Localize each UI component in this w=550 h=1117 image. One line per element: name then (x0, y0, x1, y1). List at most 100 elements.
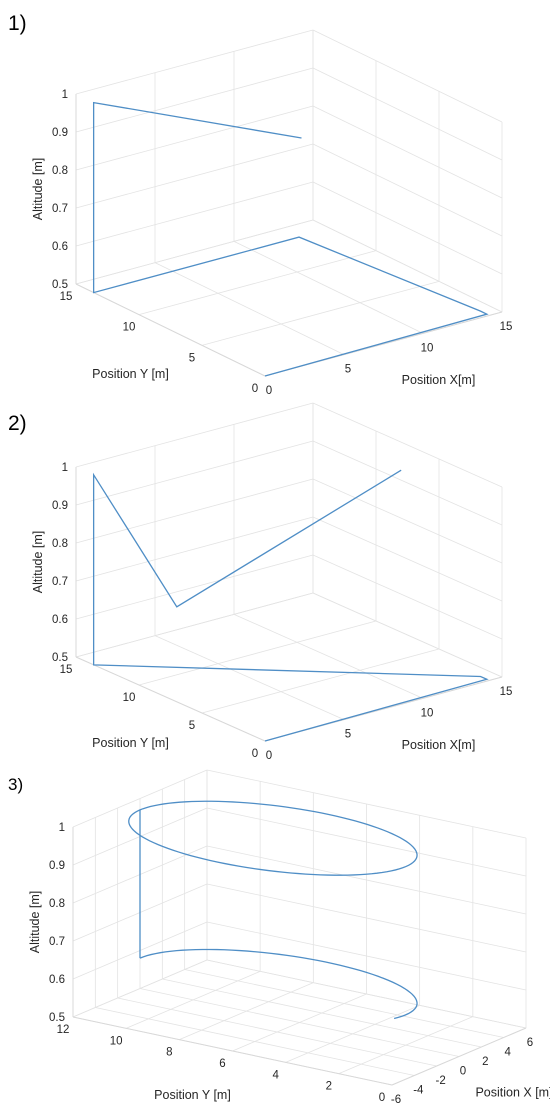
trajectory-circle (128, 800, 418, 876)
z-tick-label: 0.9 (52, 500, 68, 512)
side-wall-gridline (312, 181, 503, 275)
side-wall-gridline (312, 554, 503, 640)
chart-panel-3: 3) -6 -4 -2 0 2 4 6 0 2 4 6 8 10 120.5 0.6 0.7 0.8 0.9 1 Pos… (8, 769, 550, 1106)
back-wall-gridline (75, 554, 314, 620)
side-wall-gridline (312, 402, 503, 488)
floor-gridline (201, 648, 440, 714)
z-tick-label: 0.5 (49, 1012, 65, 1024)
floor-gridline (201, 280, 440, 346)
y-tick-label: 5 (189, 352, 195, 364)
y-axis-label: Position Y [m] (154, 1088, 231, 1102)
side-wall-gridline (206, 807, 527, 877)
floor-gridline (138, 620, 377, 686)
back-wall-gridline (75, 592, 314, 658)
y-tick-label: 6 (219, 1058, 225, 1070)
x-axis-label: Position X[m] (402, 373, 476, 387)
z-axis-label: Altitude [m] (31, 531, 45, 594)
floor-gridline (179, 982, 314, 1041)
floor-gridline (154, 262, 345, 356)
z-tick-label: 0.5 (52, 652, 68, 664)
x-tick-label: 0 (266, 385, 272, 397)
z-tick-label: 0.6 (49, 974, 65, 986)
y-tick-label: 15 (60, 664, 73, 676)
z-tick-label: 0.6 (52, 614, 68, 626)
x-axis-label: Position X [m] (475, 1086, 550, 1100)
floor-gridline (233, 240, 424, 334)
x-tick-label: 2 (482, 1056, 488, 1068)
side-wall-gridline (312, 516, 503, 602)
back-wall-gridline (75, 29, 314, 95)
side-wall-gridline (206, 921, 527, 991)
back-wall-gridline (75, 516, 314, 582)
z-tick-label: 0.7 (52, 203, 68, 215)
y-tick-label: 2 (326, 1081, 332, 1093)
y-axis-label: Position Y [m] (92, 367, 169, 381)
y-tick-label: 10 (110, 1035, 123, 1047)
floor-gridline (126, 970, 261, 1029)
y-tick-label: 4 (272, 1069, 279, 1081)
x-tick-label: 10 (421, 342, 434, 354)
back-wall-gridline (75, 478, 314, 544)
side-wall-gridline (312, 105, 503, 199)
z-tick-label: 0.7 (52, 576, 68, 588)
z-tick-label: 0.9 (52, 127, 68, 139)
side-wall-gridline (312, 219, 503, 313)
floor-gridline (138, 250, 377, 316)
x-tick-label: 5 (345, 364, 351, 376)
floor-gridline (285, 1004, 420, 1063)
floor-gridline (338, 1016, 473, 1075)
side-wall-gridline (312, 67, 503, 161)
back-wall-gridline (75, 67, 314, 133)
side-wall-gridline (312, 592, 503, 678)
back-wall-gridline (72, 769, 208, 828)
x-tick-label: 10 (421, 707, 434, 719)
z-tick-label: 0.6 (52, 241, 68, 253)
x-tick-label: 4 (504, 1047, 511, 1059)
x-tick-label: 15 (500, 321, 513, 333)
panel-label: 3) (8, 775, 23, 794)
back-wall-gridline (75, 402, 314, 468)
x-axis-line (391, 1027, 527, 1086)
y-tick-label: 10 (123, 322, 136, 334)
x-tick-label: -4 (413, 1085, 424, 1097)
x-tick-label: 5 (345, 729, 351, 741)
z-tick-label: 0.5 (52, 279, 68, 291)
side-wall-gridline (206, 845, 527, 915)
back-wall-gridline (75, 181, 314, 247)
side-wall-gridline (312, 478, 503, 564)
trajectory-arc (139, 948, 418, 1020)
side-wall-gridline (206, 769, 527, 839)
y-axis-line (75, 283, 266, 377)
panel-label: 2) (8, 412, 27, 435)
y-tick-label: 0 (252, 748, 258, 760)
z-axis-label: Altitude [m] (31, 158, 45, 221)
z-tick-label: 0.7 (49, 936, 65, 948)
back-wall-gridline (75, 143, 314, 209)
back-wall-gridline (75, 440, 314, 506)
side-wall-gridline (206, 883, 527, 953)
y-tick-label: 10 (123, 692, 136, 704)
x-tick-label: 6 (527, 1037, 533, 1049)
x-tick-label: -2 (436, 1075, 446, 1087)
y-tick-label: 5 (189, 720, 195, 732)
back-wall-gridline (72, 959, 208, 1018)
side-wall-gridline (312, 143, 503, 237)
z-tick-label: 0.8 (52, 165, 68, 177)
side-wall-gridline (312, 440, 503, 526)
z-tick-label: 0.8 (49, 898, 65, 910)
back-wall-gridline (75, 105, 314, 171)
z-tick-label: 1 (62, 89, 68, 101)
x-axis-label: Position X[m] (402, 738, 476, 752)
z-tick-label: 0.8 (52, 538, 68, 550)
y-tick-label: 15 (60, 291, 73, 303)
y-tick-label: 0 (252, 383, 258, 395)
trajectory-line (92, 469, 489, 742)
floor-gridline (232, 993, 367, 1052)
z-tick-label: 1 (62, 462, 68, 474)
floor-gridline (154, 635, 345, 721)
y-axis-line (72, 1016, 393, 1086)
panel-label: 1) (8, 12, 27, 35)
